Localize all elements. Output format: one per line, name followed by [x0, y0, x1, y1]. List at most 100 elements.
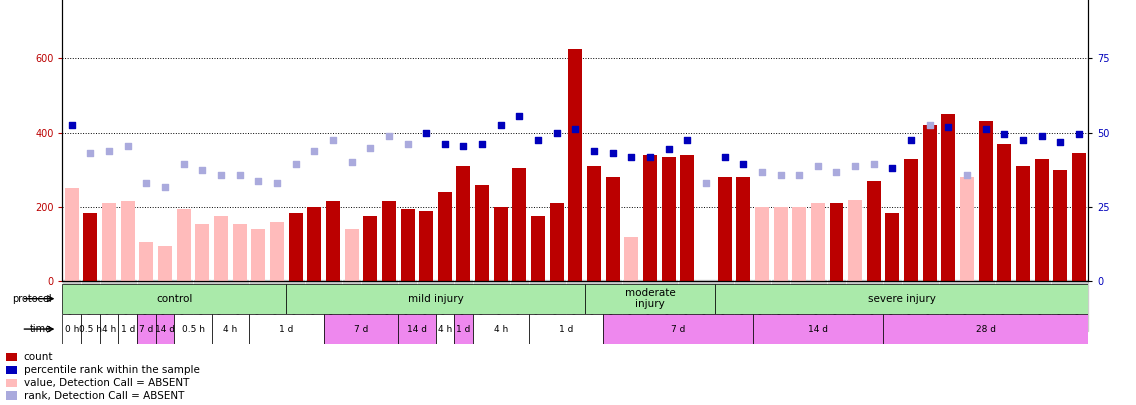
Bar [251, 229, 266, 281]
Point [1070, 131, 1088, 138]
Bar [364, 216, 377, 281]
Point [696, 180, 715, 186]
Bar [942, 114, 955, 281]
Point [379, 133, 398, 140]
Point [753, 168, 771, 175]
Bar [550, 203, 563, 281]
Text: control: control [156, 294, 193, 304]
Text: protocol: protocol [12, 294, 52, 304]
Bar [792, 207, 807, 281]
Bar [382, 201, 395, 281]
Point [324, 137, 342, 143]
Bar [867, 181, 880, 281]
Bar [736, 177, 750, 281]
Point [603, 150, 621, 156]
Bar [475, 185, 490, 281]
Point [436, 141, 454, 147]
Bar [140, 243, 153, 281]
Bar [249, 314, 324, 344]
Point [902, 137, 920, 143]
Text: 1 d: 1 d [457, 324, 470, 334]
Bar [904, 159, 918, 281]
Text: 4 h: 4 h [223, 324, 237, 334]
Bar [100, 314, 118, 344]
Point [623, 153, 641, 160]
Point [399, 141, 417, 147]
Bar [437, 192, 452, 281]
Bar [175, 314, 211, 344]
Bar [7, 392, 17, 400]
Bar [289, 213, 302, 281]
Bar [922, 125, 937, 281]
Bar [324, 314, 399, 344]
Bar [120, 201, 135, 281]
Text: 28 d: 28 d [976, 324, 996, 334]
Bar [605, 177, 619, 281]
Bar [680, 155, 694, 281]
Bar [1035, 159, 1049, 281]
Bar [587, 166, 601, 281]
Point [809, 163, 827, 169]
Bar [286, 284, 585, 314]
Bar [62, 314, 81, 344]
Point [492, 122, 510, 128]
Bar [1072, 153, 1086, 281]
Text: 0.5 h: 0.5 h [80, 324, 102, 334]
Point [678, 137, 696, 143]
Point [268, 180, 286, 186]
Text: time: time [30, 324, 52, 334]
Text: 4 h: 4 h [102, 324, 116, 334]
Bar [885, 213, 900, 281]
Bar [326, 201, 340, 281]
Bar [211, 314, 249, 344]
Bar [177, 209, 191, 281]
Bar [755, 207, 769, 281]
Point [156, 183, 174, 190]
Point [137, 180, 156, 186]
Point [641, 153, 659, 160]
Text: 4 h: 4 h [437, 324, 452, 334]
Bar [512, 168, 526, 281]
Bar [473, 314, 528, 344]
Bar [811, 203, 825, 281]
Point [82, 150, 100, 156]
Bar [716, 284, 1088, 314]
Text: moderate
injury: moderate injury [625, 288, 676, 309]
Bar [997, 144, 1011, 281]
Text: 14 d: 14 d [407, 324, 427, 334]
Text: mild injury: mild injury [408, 294, 463, 304]
Bar [102, 203, 116, 281]
Bar [774, 207, 787, 281]
Point [212, 172, 231, 179]
Point [716, 153, 734, 160]
Text: 0 h: 0 h [65, 324, 80, 334]
Text: 14 d: 14 d [808, 324, 828, 334]
Text: count: count [24, 352, 53, 362]
Point [920, 122, 938, 128]
Bar [233, 224, 247, 281]
Point [734, 161, 752, 168]
Text: 7 d: 7 d [140, 324, 153, 334]
Point [193, 166, 211, 173]
Bar [532, 216, 545, 281]
Bar [7, 366, 17, 374]
Text: 14 d: 14 d [154, 324, 175, 334]
Point [771, 172, 790, 179]
Bar [344, 229, 359, 281]
Bar [585, 284, 716, 314]
Point [231, 172, 249, 179]
Point [454, 143, 473, 149]
Bar [625, 237, 638, 281]
Text: 7 d: 7 d [670, 324, 685, 334]
Text: severe injury: severe injury [868, 294, 936, 304]
Point [958, 172, 976, 179]
Text: 1 d: 1 d [120, 324, 135, 334]
Bar [270, 222, 284, 281]
Text: 1 d: 1 d [559, 324, 574, 334]
Point [175, 161, 193, 168]
Text: 7 d: 7 d [353, 324, 368, 334]
Point [567, 126, 585, 132]
Bar [979, 122, 993, 281]
Bar [960, 177, 974, 281]
Text: rank, Detection Call = ABSENT: rank, Detection Call = ABSENT [24, 390, 184, 401]
